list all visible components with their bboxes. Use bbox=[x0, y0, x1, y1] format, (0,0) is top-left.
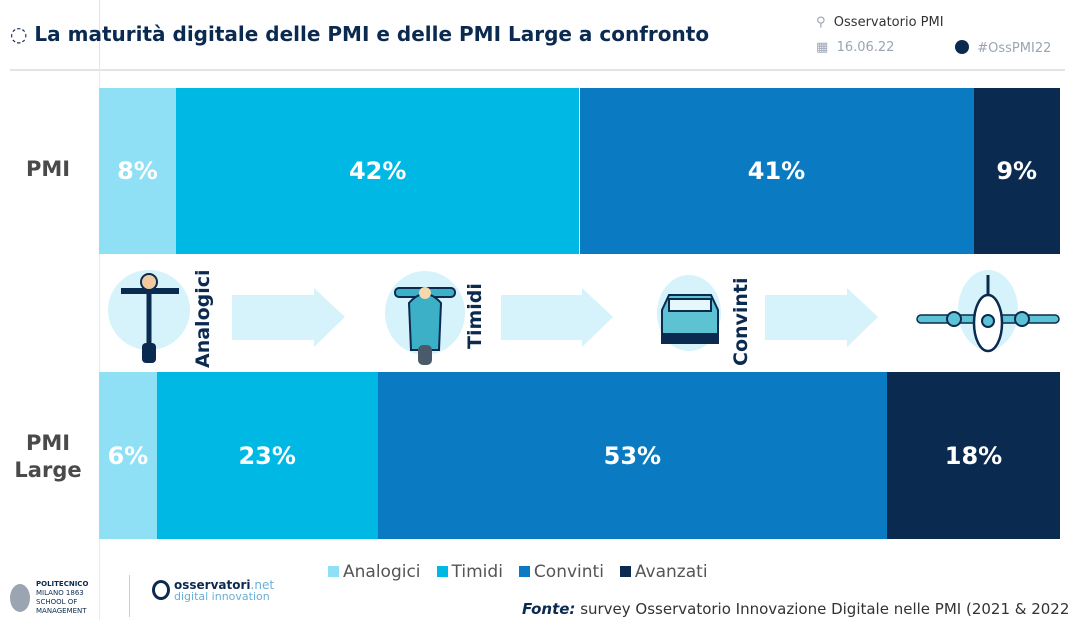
data-label: 8% bbox=[117, 157, 158, 185]
bicycle-icon bbox=[108, 270, 190, 363]
logo-divider bbox=[129, 575, 130, 617]
polimi-logo: POLITECNICO MILANO 1863 SCHOOL OF MANAGEME… bbox=[10, 580, 116, 616]
stage-label-timidi: Timidi bbox=[464, 283, 486, 349]
bar-segment-avanzati: 9% bbox=[973, 88, 1060, 254]
legend-swatch bbox=[619, 566, 631, 577]
data-label: 18% bbox=[944, 441, 1003, 470]
arrow-icon bbox=[232, 288, 345, 347]
axis-line bbox=[99, 70, 100, 620]
logo-text-net: .net bbox=[250, 578, 275, 592]
arrow-icon bbox=[501, 288, 613, 347]
hashtag-label: #OssPMI22 bbox=[955, 40, 1051, 56]
bar-segment-analogici: 6% bbox=[99, 372, 157, 539]
bar-segment-analogici: 8% bbox=[99, 88, 176, 254]
org-text: Osservatorio PMI bbox=[833, 15, 944, 30]
data-label: 9% bbox=[996, 157, 1038, 185]
arrow-icon bbox=[765, 288, 878, 347]
org-label: ⚲ Osservatorio PMI bbox=[816, 15, 944, 30]
seal-icon bbox=[10, 584, 30, 612]
legend-label: Convinti bbox=[533, 562, 604, 582]
legend-swatch bbox=[328, 566, 339, 577]
stage-label-analogici: Analogici bbox=[192, 269, 214, 368]
data-label: 6% bbox=[107, 441, 149, 470]
logo-text: osservatori bbox=[174, 578, 251, 592]
title-text: La maturità digitale delle PMI e delle P… bbox=[34, 22, 710, 46]
date-text: 16.06.22 bbox=[836, 40, 895, 55]
source-text: survey Osservatorio Innovazione Digitale… bbox=[575, 600, 1070, 618]
airplane-icon bbox=[916, 270, 1060, 353]
legend-label: Analogici bbox=[343, 562, 421, 582]
divider bbox=[99, 0, 100, 70]
legend-item: Convinti bbox=[518, 562, 604, 582]
osservatori-logo: osservatori.net digital innovation bbox=[152, 578, 275, 603]
legend-label: Avanzati bbox=[634, 562, 708, 582]
calendar-icon: ▦ bbox=[816, 40, 829, 55]
date-label: ▦ 16.06.22 bbox=[816, 40, 894, 55]
bar-segment-convinti: 53% bbox=[377, 372, 888, 539]
twitter-icon bbox=[955, 40, 969, 54]
stages-illustration bbox=[108, 270, 1060, 365]
legend-item: Avanzati bbox=[619, 562, 708, 582]
search-icon: ⚲ bbox=[816, 15, 826, 30]
legend-swatch bbox=[436, 566, 448, 577]
legend-item: Timidi bbox=[436, 562, 503, 582]
legend-item: Analogici bbox=[328, 562, 421, 582]
page-title: ◌ La maturità digitale delle PMI e delle… bbox=[10, 22, 710, 46]
data-label: 41% bbox=[747, 157, 806, 185]
legend: Analogici Timidi Convinti Avanzati bbox=[328, 562, 708, 582]
car-icon bbox=[657, 275, 721, 351]
scooter-icon bbox=[385, 271, 465, 365]
row-label-pmi-large: PMI Large bbox=[14, 431, 82, 482]
stage-label-convinti: Convinti bbox=[730, 277, 752, 366]
data-label: 42% bbox=[348, 157, 407, 185]
legend-swatch bbox=[518, 566, 530, 577]
data-label: 53% bbox=[603, 441, 662, 470]
row-label-pmi: PMI bbox=[25, 157, 71, 181]
logo-subtext: digital innovation bbox=[174, 590, 270, 603]
bar-segment-timidi: 23% bbox=[156, 372, 378, 539]
bar-segment-convinti: 41% bbox=[579, 88, 974, 254]
source-note: Fonte: survey Osservatorio Innovazione D… bbox=[522, 600, 1069, 618]
source-label: Fonte: bbox=[522, 600, 576, 618]
bar-segment-timidi: 42% bbox=[175, 88, 580, 254]
logo-icon bbox=[152, 580, 170, 600]
header-divider bbox=[10, 69, 1065, 71]
hashtag-text: #OssPMI22 bbox=[977, 41, 1052, 56]
data-label: 23% bbox=[238, 441, 296, 470]
legend-label: Timidi bbox=[451, 562, 503, 582]
bar-segment-avanzati: 18% bbox=[887, 372, 1060, 539]
